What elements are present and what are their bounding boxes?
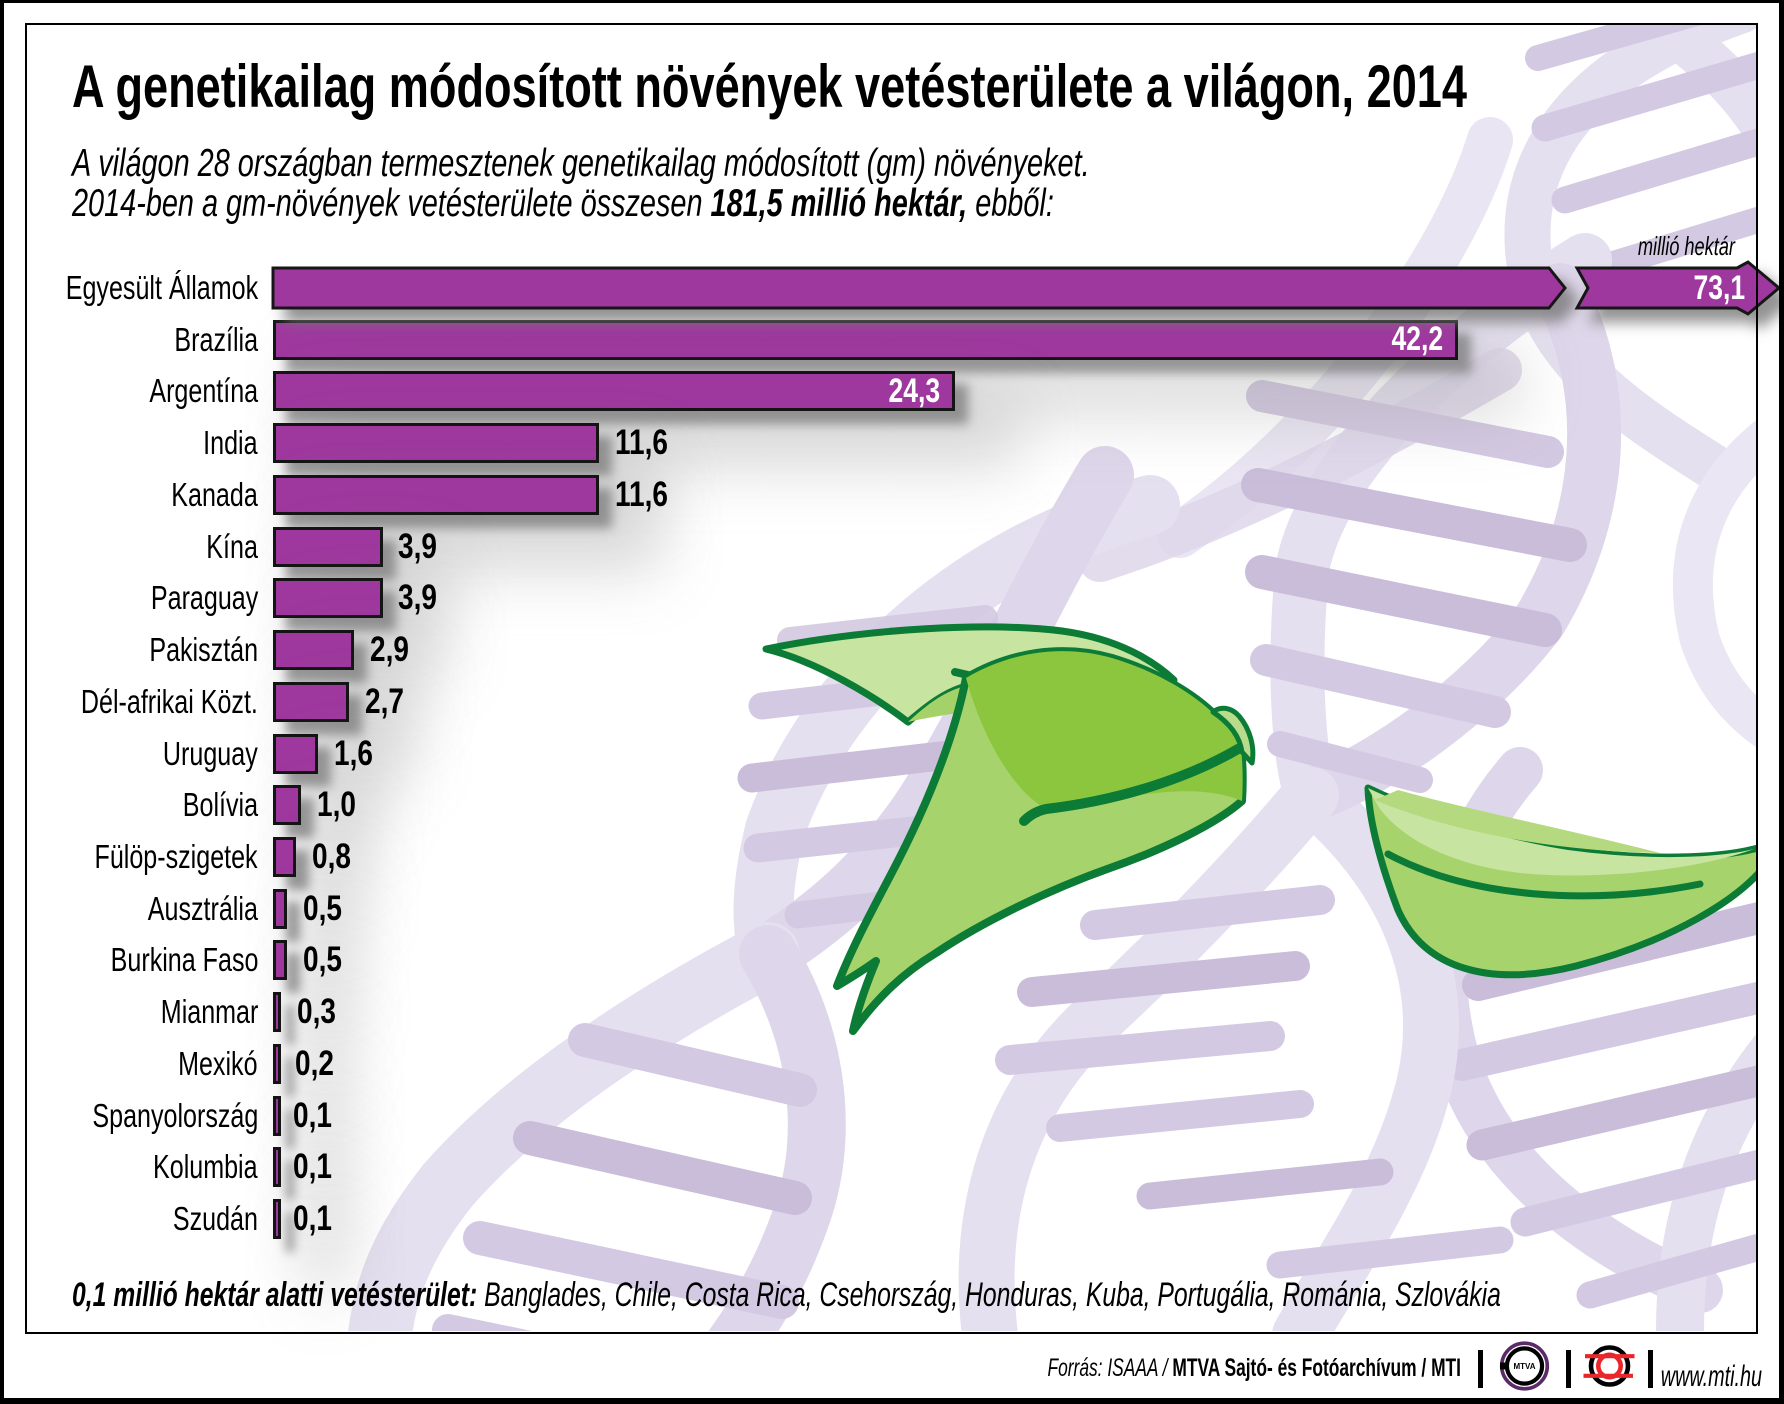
- svg-text:MTVA: MTVA: [1513, 1362, 1535, 1371]
